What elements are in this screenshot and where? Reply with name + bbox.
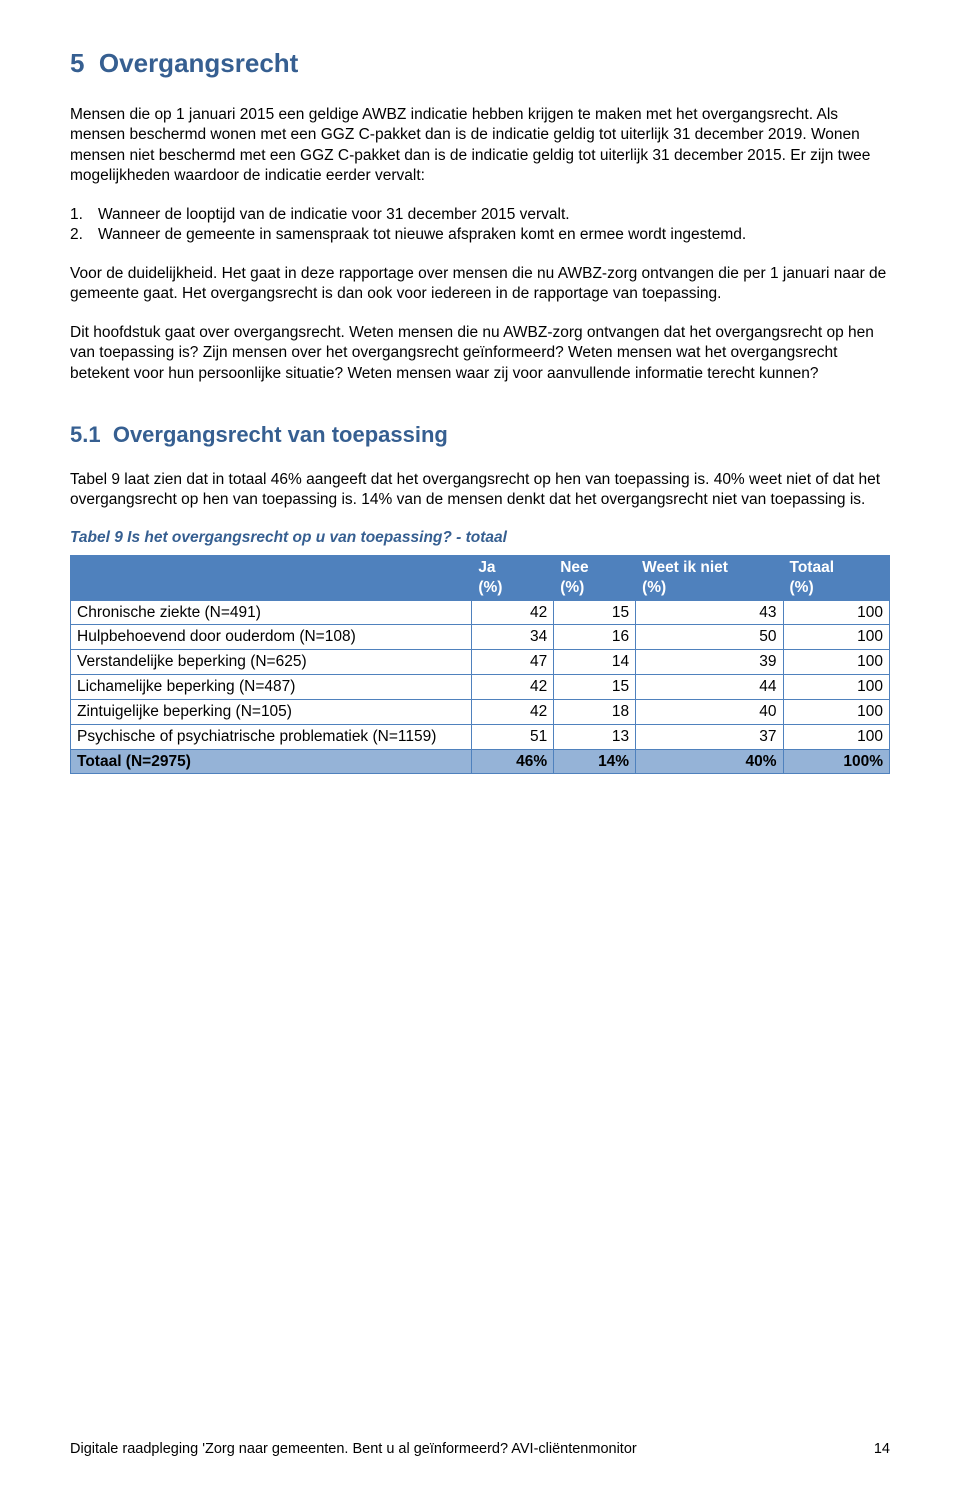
list-item: 2.Wanneer de gemeente in samenspraak tot… [70, 225, 890, 245]
table-cell-label: Psychische of psychiatrische problematie… [71, 724, 472, 749]
table-header-cell: Weet ik niet (%) [636, 555, 783, 600]
table-cell: 46% [472, 749, 554, 774]
subsection-title: Overgangsrecht van toepassing [113, 422, 448, 447]
table-cell: 34 [472, 625, 554, 650]
subsection-heading: 5.1 Overgangsrecht van toepassing [70, 422, 890, 448]
table-cell-label: Zintuigelijke beperking (N=105) [71, 699, 472, 724]
table-cell: 13 [554, 724, 636, 749]
table-cell: 42 [472, 675, 554, 700]
table-cell: 14 [554, 650, 636, 675]
table-cell: 100 [783, 675, 890, 700]
list-text: Wanneer de gemeente in samenspraak tot n… [98, 225, 746, 245]
table-cell: 14% [554, 749, 636, 774]
table-cell: 44 [636, 675, 783, 700]
table-row: Zintuigelijke beperking (N=105)421840100 [71, 699, 890, 724]
section-title: Overgangsrecht [99, 48, 298, 78]
numbered-list: 1.Wanneer de looptijd van de indicatie v… [70, 205, 890, 246]
table-row: Chronische ziekte (N=491)421543100 [71, 600, 890, 625]
subsection-number: 5.1 [70, 422, 101, 447]
table-header-cell: Nee (%) [554, 555, 636, 600]
table-cell-label: Totaal (N=2975) [71, 749, 472, 774]
table-cell: 18 [554, 699, 636, 724]
table-cell: 50 [636, 625, 783, 650]
table-cell: 47 [472, 650, 554, 675]
table-cell: 42 [472, 699, 554, 724]
list-item: 1.Wanneer de looptijd van de indicatie v… [70, 205, 890, 225]
table-total-row: Totaal (N=2975)46%14%40%100% [71, 749, 890, 774]
table-header-cell: Ja (%) [472, 555, 554, 600]
table-cell: 15 [554, 675, 636, 700]
page-number: 14 [874, 1441, 890, 1457]
table-header-cell: Totaal (%) [783, 555, 890, 600]
table-cell: 100 [783, 600, 890, 625]
section-number: 5 [70, 48, 84, 78]
paragraph-intro: Mensen die op 1 januari 2015 een geldige… [70, 105, 890, 187]
list-text: Wanneer de looptijd van de indicatie voo… [98, 205, 570, 225]
table-cell-label: Verstandelijke beperking (N=625) [71, 650, 472, 675]
table-cell: 100 [783, 650, 890, 675]
table-row: Hulpbehoevend door ouderdom (N=108)34165… [71, 625, 890, 650]
table-cell: 100 [783, 625, 890, 650]
table-cell: 40 [636, 699, 783, 724]
table-cell-label: Hulpbehoevend door ouderdom (N=108) [71, 625, 472, 650]
footer-text: Digitale raadpleging 'Zorg naar gemeente… [70, 1441, 637, 1457]
table-cell: 39 [636, 650, 783, 675]
table-cell: 15 [554, 600, 636, 625]
table-cell: 40% [636, 749, 783, 774]
list-number: 2. [70, 225, 98, 245]
table-cell: 100% [783, 749, 890, 774]
paragraph-body: Tabel 9 laat zien dat in totaal 46% aang… [70, 470, 890, 511]
table-cell: 51 [472, 724, 554, 749]
table-header-cell [71, 555, 472, 600]
paragraph-body: Voor de duidelijkheid. Het gaat in deze … [70, 264, 890, 305]
table-cell: 43 [636, 600, 783, 625]
table-cell-label: Chronische ziekte (N=491) [71, 600, 472, 625]
data-table: Ja (%) Nee (%) Weet ik niet (%) Totaal (… [70, 555, 890, 774]
table-caption: Tabel 9 Is het overgangsrecht op u van t… [70, 529, 890, 547]
table-cell: 16 [554, 625, 636, 650]
table-cell: 100 [783, 699, 890, 724]
table-cell: 42 [472, 600, 554, 625]
table-cell: 100 [783, 724, 890, 749]
table-row: Lichamelijke beperking (N=487)421544100 [71, 675, 890, 700]
section-heading: 5 Overgangsrecht [70, 48, 890, 79]
table-row: Verstandelijke beperking (N=625)47143910… [71, 650, 890, 675]
paragraph-body: Dit hoofdstuk gaat over overgangsrecht. … [70, 323, 890, 384]
table-cell: 37 [636, 724, 783, 749]
table-cell-label: Lichamelijke beperking (N=487) [71, 675, 472, 700]
table-header-row: Ja (%) Nee (%) Weet ik niet (%) Totaal (… [71, 555, 890, 600]
page-footer: Digitale raadpleging 'Zorg naar gemeente… [70, 1441, 890, 1457]
table-row: Psychische of psychiatrische problematie… [71, 724, 890, 749]
list-number: 1. [70, 205, 98, 225]
